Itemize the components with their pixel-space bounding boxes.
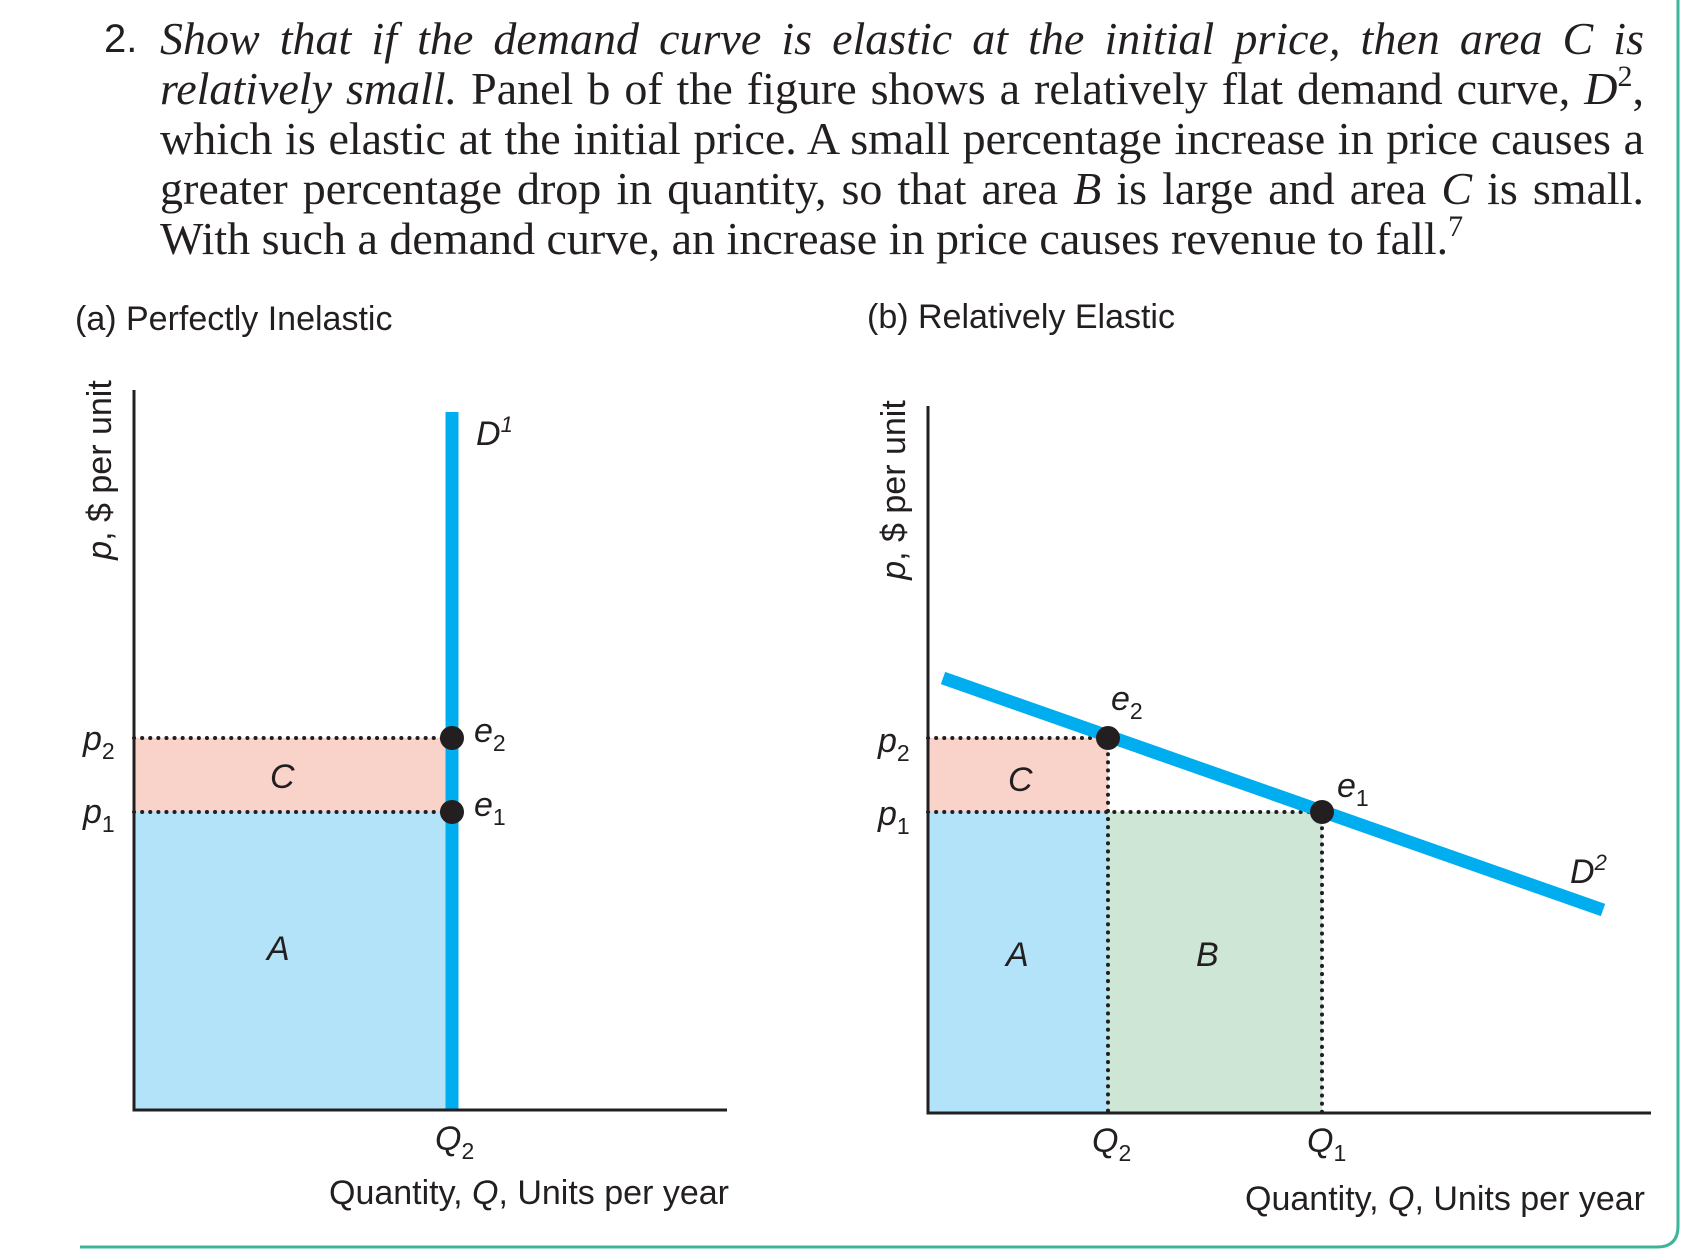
q2-label: Q2 [1092, 1122, 1131, 1166]
panel-b-title: (b) Relatively Elastic [867, 298, 1175, 336]
axes [926, 406, 1651, 1115]
p2-label: p2 [82, 720, 115, 764]
area-c-label: C [1008, 761, 1033, 799]
area-b-label: B [1196, 936, 1219, 974]
q2-label: Q2 [435, 1120, 474, 1164]
axes [132, 390, 727, 1112]
exercise-number: 2. [104, 17, 138, 61]
area-c-fill [134, 738, 452, 812]
d2-label: D2 [1570, 850, 1607, 891]
e1-label: e1 [1337, 767, 1369, 811]
d1-label: D1 [476, 412, 513, 453]
box-frame [80, 0, 1680, 1249]
area-c-ref: C [1441, 163, 1473, 214]
footnote-marker: 7 [1448, 210, 1464, 243]
p1-label: p1 [877, 795, 910, 839]
area-a-label: A [1004, 936, 1029, 974]
demand-curve-d2 [940, 671, 1606, 917]
e2-label: e2 [1111, 680, 1143, 724]
panel-b: e2 e1 D2 p2 p1 C A B Q2 Q1 Quantity, Q, … [875, 400, 1651, 1218]
exercise-body: Show that if the demand curve is elastic… [160, 14, 1644, 264]
area-c-label: C [270, 758, 295, 796]
point-e2 [1096, 726, 1120, 750]
area-b-ref: B [1073, 163, 1102, 214]
e1-label: e1 [474, 786, 506, 830]
area-b-fill [1108, 812, 1322, 1113]
point-e1 [440, 800, 464, 824]
exercise-lead: Show that if the demand curve is elastic… [160, 13, 1644, 114]
q1-label: Q1 [1307, 1122, 1346, 1166]
point-e1 [1310, 800, 1334, 824]
d2-superscript: 2 [1617, 60, 1633, 93]
d2-letter: D [1584, 63, 1618, 114]
area-a-fill [928, 812, 1108, 1113]
panel-a: D1 e2 e1 p2 p1 C A Q2 Quantity, Q, Units… [81, 380, 729, 1212]
exercise-paragraph: 2. Show that if the demand curve is elas… [104, 14, 1644, 264]
panel-a-title: (a) Perfectly Inelastic [75, 300, 393, 338]
area-a-fill [134, 812, 452, 1110]
text-part-4: is small. With such a demand curve, an i… [160, 163, 1644, 264]
y-axis-label: p, $ per unit [875, 400, 913, 581]
p2-label: p2 [877, 722, 910, 766]
text-part-1: Panel b of the figure shows a relatively… [457, 63, 1585, 114]
y-axis-label: p, $ per unit [81, 380, 119, 561]
text-part-3: is large and area [1101, 163, 1442, 214]
point-e2 [440, 726, 464, 750]
e2-label: e2 [474, 712, 506, 756]
text-part-2: , which is elastic at the initial price.… [160, 63, 1644, 214]
area-a-label: A [265, 930, 290, 968]
x-axis-label: Quantity, Q, Units per year [329, 1174, 729, 1212]
area-c-fill [928, 738, 1108, 812]
x-axis-label: Quantity, Q, Units per year [1245, 1180, 1645, 1218]
p1-label: p1 [82, 793, 115, 837]
